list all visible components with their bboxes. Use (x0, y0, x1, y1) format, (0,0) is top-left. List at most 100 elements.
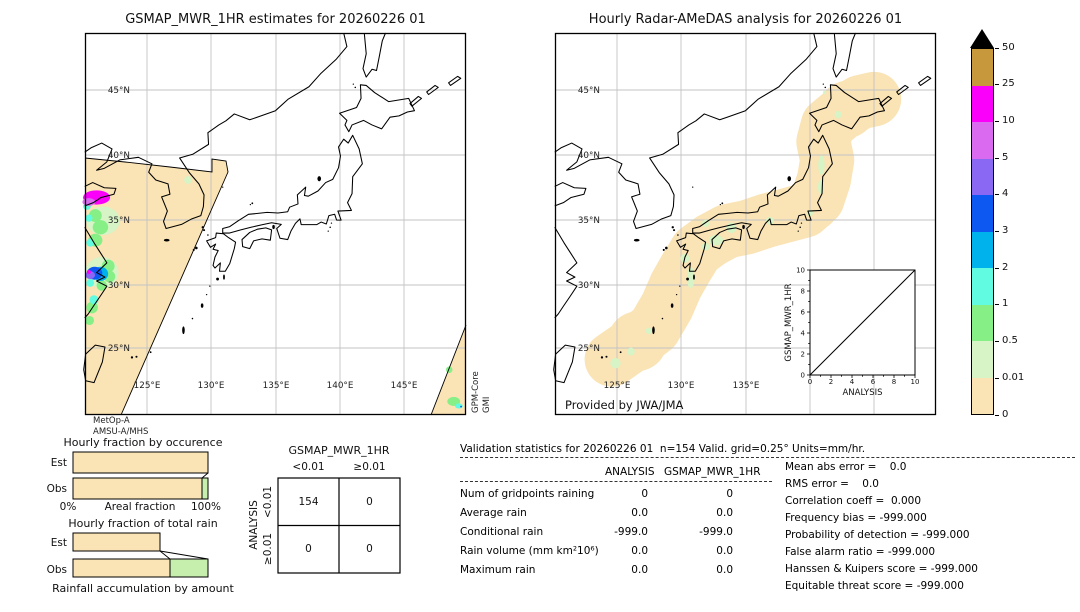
lon-label: 130°E (198, 381, 225, 391)
metop-swath-edge (84, 157, 229, 416)
lon-label: 135°E (263, 381, 290, 391)
right-map-tick-labels: 45°N 40°N 35°N 30°N 25°N 125°E 130°E 135… (578, 86, 760, 391)
stat-value-analysis: 0 (641, 488, 648, 500)
lat-label: 25°N (578, 344, 600, 354)
stat-value-gsmap: -999.0 (699, 526, 733, 538)
contingency-cell-22: 0 (366, 543, 373, 555)
inset-y-tick: 0 (801, 372, 805, 380)
metop-swath-fill (85, 158, 228, 415)
areal-fraction-axis-label: Areal fraction (105, 501, 176, 513)
colorbar-tick (995, 84, 999, 86)
precip-cell (834, 110, 842, 119)
colorbar-tick-label: 3 (1002, 225, 1009, 236)
radar-band-blob (818, 80, 876, 138)
stat-value-gsmap: 0.0 (716, 564, 733, 576)
contingency-title: GSMAP_MWR_1HR (288, 444, 389, 457)
total-rain-connector-line-1 (159, 550, 171, 560)
inset-y-tick: 2 (801, 351, 805, 359)
stat-value-analysis: 0.0 (631, 507, 648, 519)
total-rain-obs-green-segment (169, 558, 209, 578)
areal-fraction-min: 0% (60, 501, 77, 513)
stat-value-analysis: 0.0 (631, 545, 648, 557)
precip-cell (460, 405, 462, 408)
occurrence-obs-label: Obs (47, 483, 67, 495)
right-map-title: Hourly Radar-AMeDAS analysis for 2026022… (588, 12, 903, 27)
stat-row-label: Average rain (460, 507, 527, 519)
inset-y-tick: 4 (801, 330, 806, 338)
colorbar-tick (995, 120, 999, 122)
colorbar-segment (972, 304, 993, 341)
colorbar-tick-label: 25 (1002, 78, 1015, 90)
colorbar-segment (972, 49, 993, 86)
colorbar (971, 48, 994, 415)
inset-scatter: 0 2 4 6 8 10 0 2 4 6 8 10 ANALYSIS GSMAP… (784, 267, 919, 399)
stat-value-analysis: -999.0 (614, 526, 648, 538)
score-line: Equitable threat score = -999.000 (785, 580, 964, 592)
precip-cell (610, 358, 621, 369)
inset-x-tick: 6 (871, 378, 876, 386)
occurrence-chart-title: Hourly fraction by occurence (64, 436, 223, 449)
lon-label: 140°E (327, 381, 354, 391)
stats-header: Validation statistics for 20260226 01 n=… (460, 443, 1075, 458)
precip-cell (86, 279, 95, 287)
colorbar-segment (972, 231, 993, 268)
occurrence-est-bar (72, 451, 209, 474)
total-rain-connector-line-2 (159, 550, 209, 560)
areal-fraction-max: 100% (191, 501, 221, 513)
colorbar-tick-label: 50 (1002, 41, 1015, 53)
colorbar-tick (995, 231, 999, 232)
score-line: Hanssen & Kuipers score = -999.000 (785, 563, 978, 575)
colorbar-segment (972, 85, 993, 122)
colorbar-tick-label: 5 (1002, 151, 1009, 163)
colorbar-segment (972, 268, 993, 305)
total-rain-est-bar (72, 532, 161, 552)
colorbar-tick-label: 2 (1002, 261, 1009, 273)
stats-divider (460, 481, 772, 482)
colorbar-segment (972, 122, 993, 159)
colorbar-segment (972, 195, 993, 232)
precip-cell (701, 242, 710, 251)
lat-label: 45°N (108, 86, 130, 96)
inset-x-tick: 8 (892, 378, 896, 386)
contingency-row-header-2: ≥0.01 (262, 533, 274, 565)
inset-x-tick: 4 (850, 378, 855, 386)
inset-y-tick: 10 (796, 267, 805, 275)
inset-y-axis-label: GSMAP_MWR_1HR (784, 283, 794, 361)
colorbar-tick-label: 10 (1002, 114, 1015, 126)
stats-col-gsmap: GSMAP_MWR_1HR (664, 466, 761, 478)
precip-cell (822, 90, 827, 95)
colorbar-tick-label: 0.5 (1002, 335, 1018, 347)
stat-row-label: Conditional rain (460, 526, 544, 538)
precip-cell (686, 267, 695, 289)
colorbar-tick (995, 377, 999, 379)
inset-x-tick: 0 (808, 378, 812, 386)
occurrence-obs-bar (72, 477, 203, 500)
right-map-frame (554, 32, 937, 416)
lat-label: 40°N (578, 151, 600, 161)
occurrence-est-label: Est (51, 457, 67, 469)
score-line: Probability of detection = -999.000 (785, 529, 970, 541)
inset-y-tick: 8 (801, 288, 805, 296)
lon-label: 125°E (604, 381, 631, 391)
stat-value-gsmap: 0.0 (716, 507, 733, 519)
stat-value-gsmap: 0 (726, 488, 733, 500)
occurrence-obs-green-segment (201, 477, 209, 500)
precip-cell (447, 396, 461, 406)
inset-y-tick: 6 (801, 309, 806, 317)
colorbar-tick (995, 47, 999, 49)
contingency-cell-11: 154 (298, 496, 318, 508)
colorbar-tick (995, 157, 999, 159)
stat-row-label: Rain volume (mm km²10⁶) (460, 545, 599, 557)
inset-diagonal-line (809, 269, 916, 376)
inset-x-tick: 2 (829, 378, 833, 386)
colorbar-tick (995, 414, 999, 416)
credit-text: Provided by JWA/JMA (565, 398, 684, 412)
precip-cell (627, 347, 635, 356)
precip-cell (96, 280, 107, 291)
contingency-table: GSMAP_MWR_1HR <0.01 ≥0.01 ANALYSIS <0.01… (248, 444, 401, 574)
lat-label: 30°N (108, 281, 130, 291)
lat-label: 35°N (578, 216, 600, 226)
precip-cell (184, 176, 192, 184)
lon-label: 130°E (668, 381, 695, 391)
inset-x-axis-label: ANALYSIS (842, 388, 882, 398)
